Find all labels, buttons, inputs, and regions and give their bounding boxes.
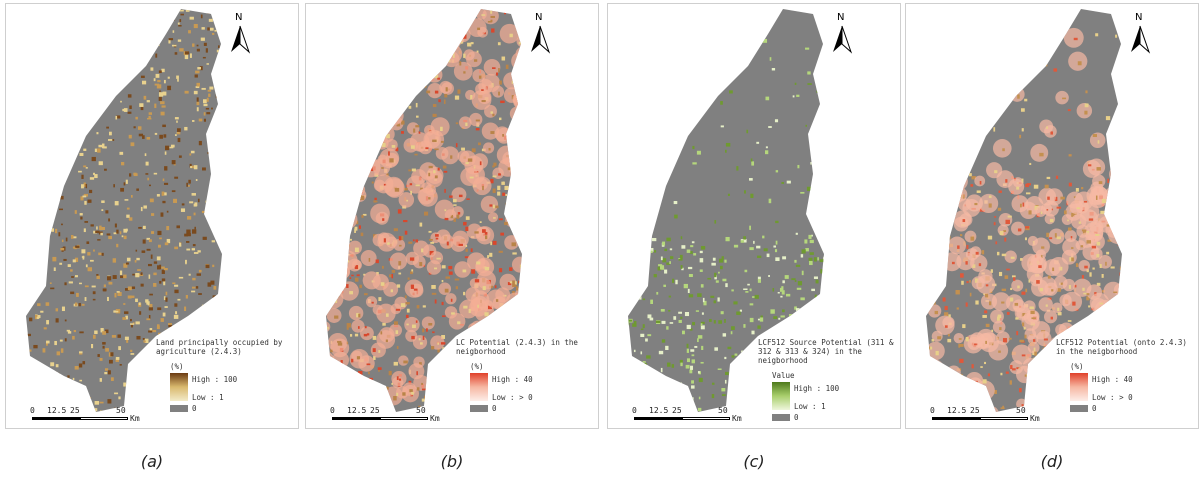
scale-bar: 0 12.5 25 50 Km — [332, 406, 462, 426]
zero-swatch — [1070, 405, 1088, 412]
zero-swatch — [772, 414, 790, 421]
scale-label: 12.5 — [347, 406, 366, 415]
scale-label: 50 — [116, 406, 126, 415]
north-arrow: N — [1128, 12, 1152, 56]
legend-ramp: High : 100 Low : 1 — [156, 373, 296, 401]
legend-title: LCF512 Source Potential (311 & 312 & 313… — [758, 338, 898, 365]
scale-label: 50 — [1016, 406, 1026, 415]
color-ramp — [170, 373, 188, 401]
scale-label: 25 — [370, 406, 380, 415]
legend: Land principally occupied by agriculture… — [156, 338, 296, 414]
legend-unit: (%) — [1070, 362, 1196, 371]
scale-label: 0 — [632, 406, 637, 415]
legend-low: Low : > 0 — [492, 393, 533, 402]
legend-low: Low : 1 — [794, 402, 826, 411]
color-ramp — [470, 373, 488, 401]
legend-ramp: High : 100 Low : 1 — [758, 382, 898, 410]
scale-segment — [80, 417, 128, 420]
scale-label: 12.5 — [947, 406, 966, 415]
legend-low: Low : > 0 — [1092, 393, 1133, 402]
map-panel: N LCF512 Source Potential (311 & 312 & 31… — [607, 3, 901, 429]
scale-unit: Km — [1030, 414, 1040, 423]
scale-label: 25 — [70, 406, 80, 415]
legend-zero: 0 — [456, 404, 596, 414]
scale-segment — [682, 417, 730, 420]
scale-label: 12.5 — [649, 406, 668, 415]
scale-unit: Km — [430, 414, 440, 423]
scale-bar: 0 12.5 25 50 Km — [634, 406, 764, 426]
scale-segment — [380, 417, 428, 420]
scale-label: 50 — [416, 406, 426, 415]
scale-label: 0 — [330, 406, 335, 415]
scale-label: 0 — [930, 406, 935, 415]
scale-label: 25 — [672, 406, 682, 415]
legend-title: LCF512 Potential (onto 2.4.3) in the nei… — [1056, 338, 1196, 356]
map-panel: N LCF512 Potential (onto 2.4.3) in the ne… — [905, 3, 1199, 429]
scale-label: 25 — [970, 406, 980, 415]
zero-swatch — [470, 405, 488, 412]
legend-ramp: High : 40 Low : > 0 — [456, 373, 596, 401]
legend-high: High : 100 — [192, 375, 237, 384]
legend: LCF512 Source Potential (311 & 312 & 313… — [758, 338, 898, 423]
legend-zero-label: 0 — [192, 404, 197, 413]
scale-label: 50 — [718, 406, 728, 415]
color-ramp — [772, 382, 790, 410]
legend-ramp: High : 40 Low : > 0 — [1056, 373, 1196, 401]
legend-zero-label: 0 — [1092, 404, 1097, 413]
legend-title: LC Potential (2.4.3) in the neigborhood — [456, 338, 596, 356]
legend-unit: Value — [772, 371, 898, 380]
north-arrow: N — [228, 12, 252, 56]
scale-segment — [980, 417, 1028, 420]
map-panel: N LC Potential (2.4.3) in the neigborhood… — [305, 3, 599, 429]
color-ramp — [1070, 373, 1088, 401]
legend-unit: (%) — [170, 362, 296, 371]
legend: LCF512 Potential (onto 2.4.3) in the nei… — [1056, 338, 1196, 414]
caption: (d) — [1022, 452, 1082, 471]
legend-low: Low : 1 — [192, 393, 224, 402]
legend-title: Land principally occupied by agriculture… — [156, 338, 296, 356]
scale-unit: Km — [130, 414, 140, 423]
north-label: N — [235, 12, 242, 23]
caption: (a) — [122, 452, 182, 471]
north-label: N — [837, 12, 844, 23]
zero-swatch — [170, 405, 188, 412]
scale-segment — [932, 417, 980, 420]
scale-bar: 0 12.5 25 50 Km — [32, 406, 162, 426]
scale-label: 0 — [30, 406, 35, 415]
north-label: N — [1135, 12, 1142, 23]
scale-label: 12.5 — [47, 406, 66, 415]
legend-zero: 0 — [1056, 404, 1196, 414]
north-arrow: N — [528, 12, 552, 56]
legend: LC Potential (2.4.3) in the neigborhood (… — [456, 338, 596, 414]
legend-high: High : 100 — [794, 384, 839, 393]
legend-unit: (%) — [470, 362, 596, 371]
caption: (c) — [724, 452, 784, 471]
legend-zero-label: 0 — [794, 413, 799, 422]
north-arrow: N — [830, 12, 854, 56]
scale-segment — [634, 417, 682, 420]
figure: N Land principally occupied by agricultur… — [0, 0, 1200, 479]
legend-zero: 0 — [758, 413, 898, 423]
scale-unit: Km — [732, 414, 742, 423]
caption: (b) — [422, 452, 482, 471]
scale-segment — [32, 417, 80, 420]
north-label: N — [535, 12, 542, 23]
legend-high: High : 40 — [492, 375, 533, 384]
legend-high: High : 40 — [1092, 375, 1133, 384]
scale-bar: 0 12.5 25 50 Km — [932, 406, 1062, 426]
map-panel: N Land principally occupied by agricultur… — [5, 3, 299, 429]
legend-zero-label: 0 — [492, 404, 497, 413]
scale-segment — [332, 417, 380, 420]
legend-zero: 0 — [156, 404, 296, 414]
